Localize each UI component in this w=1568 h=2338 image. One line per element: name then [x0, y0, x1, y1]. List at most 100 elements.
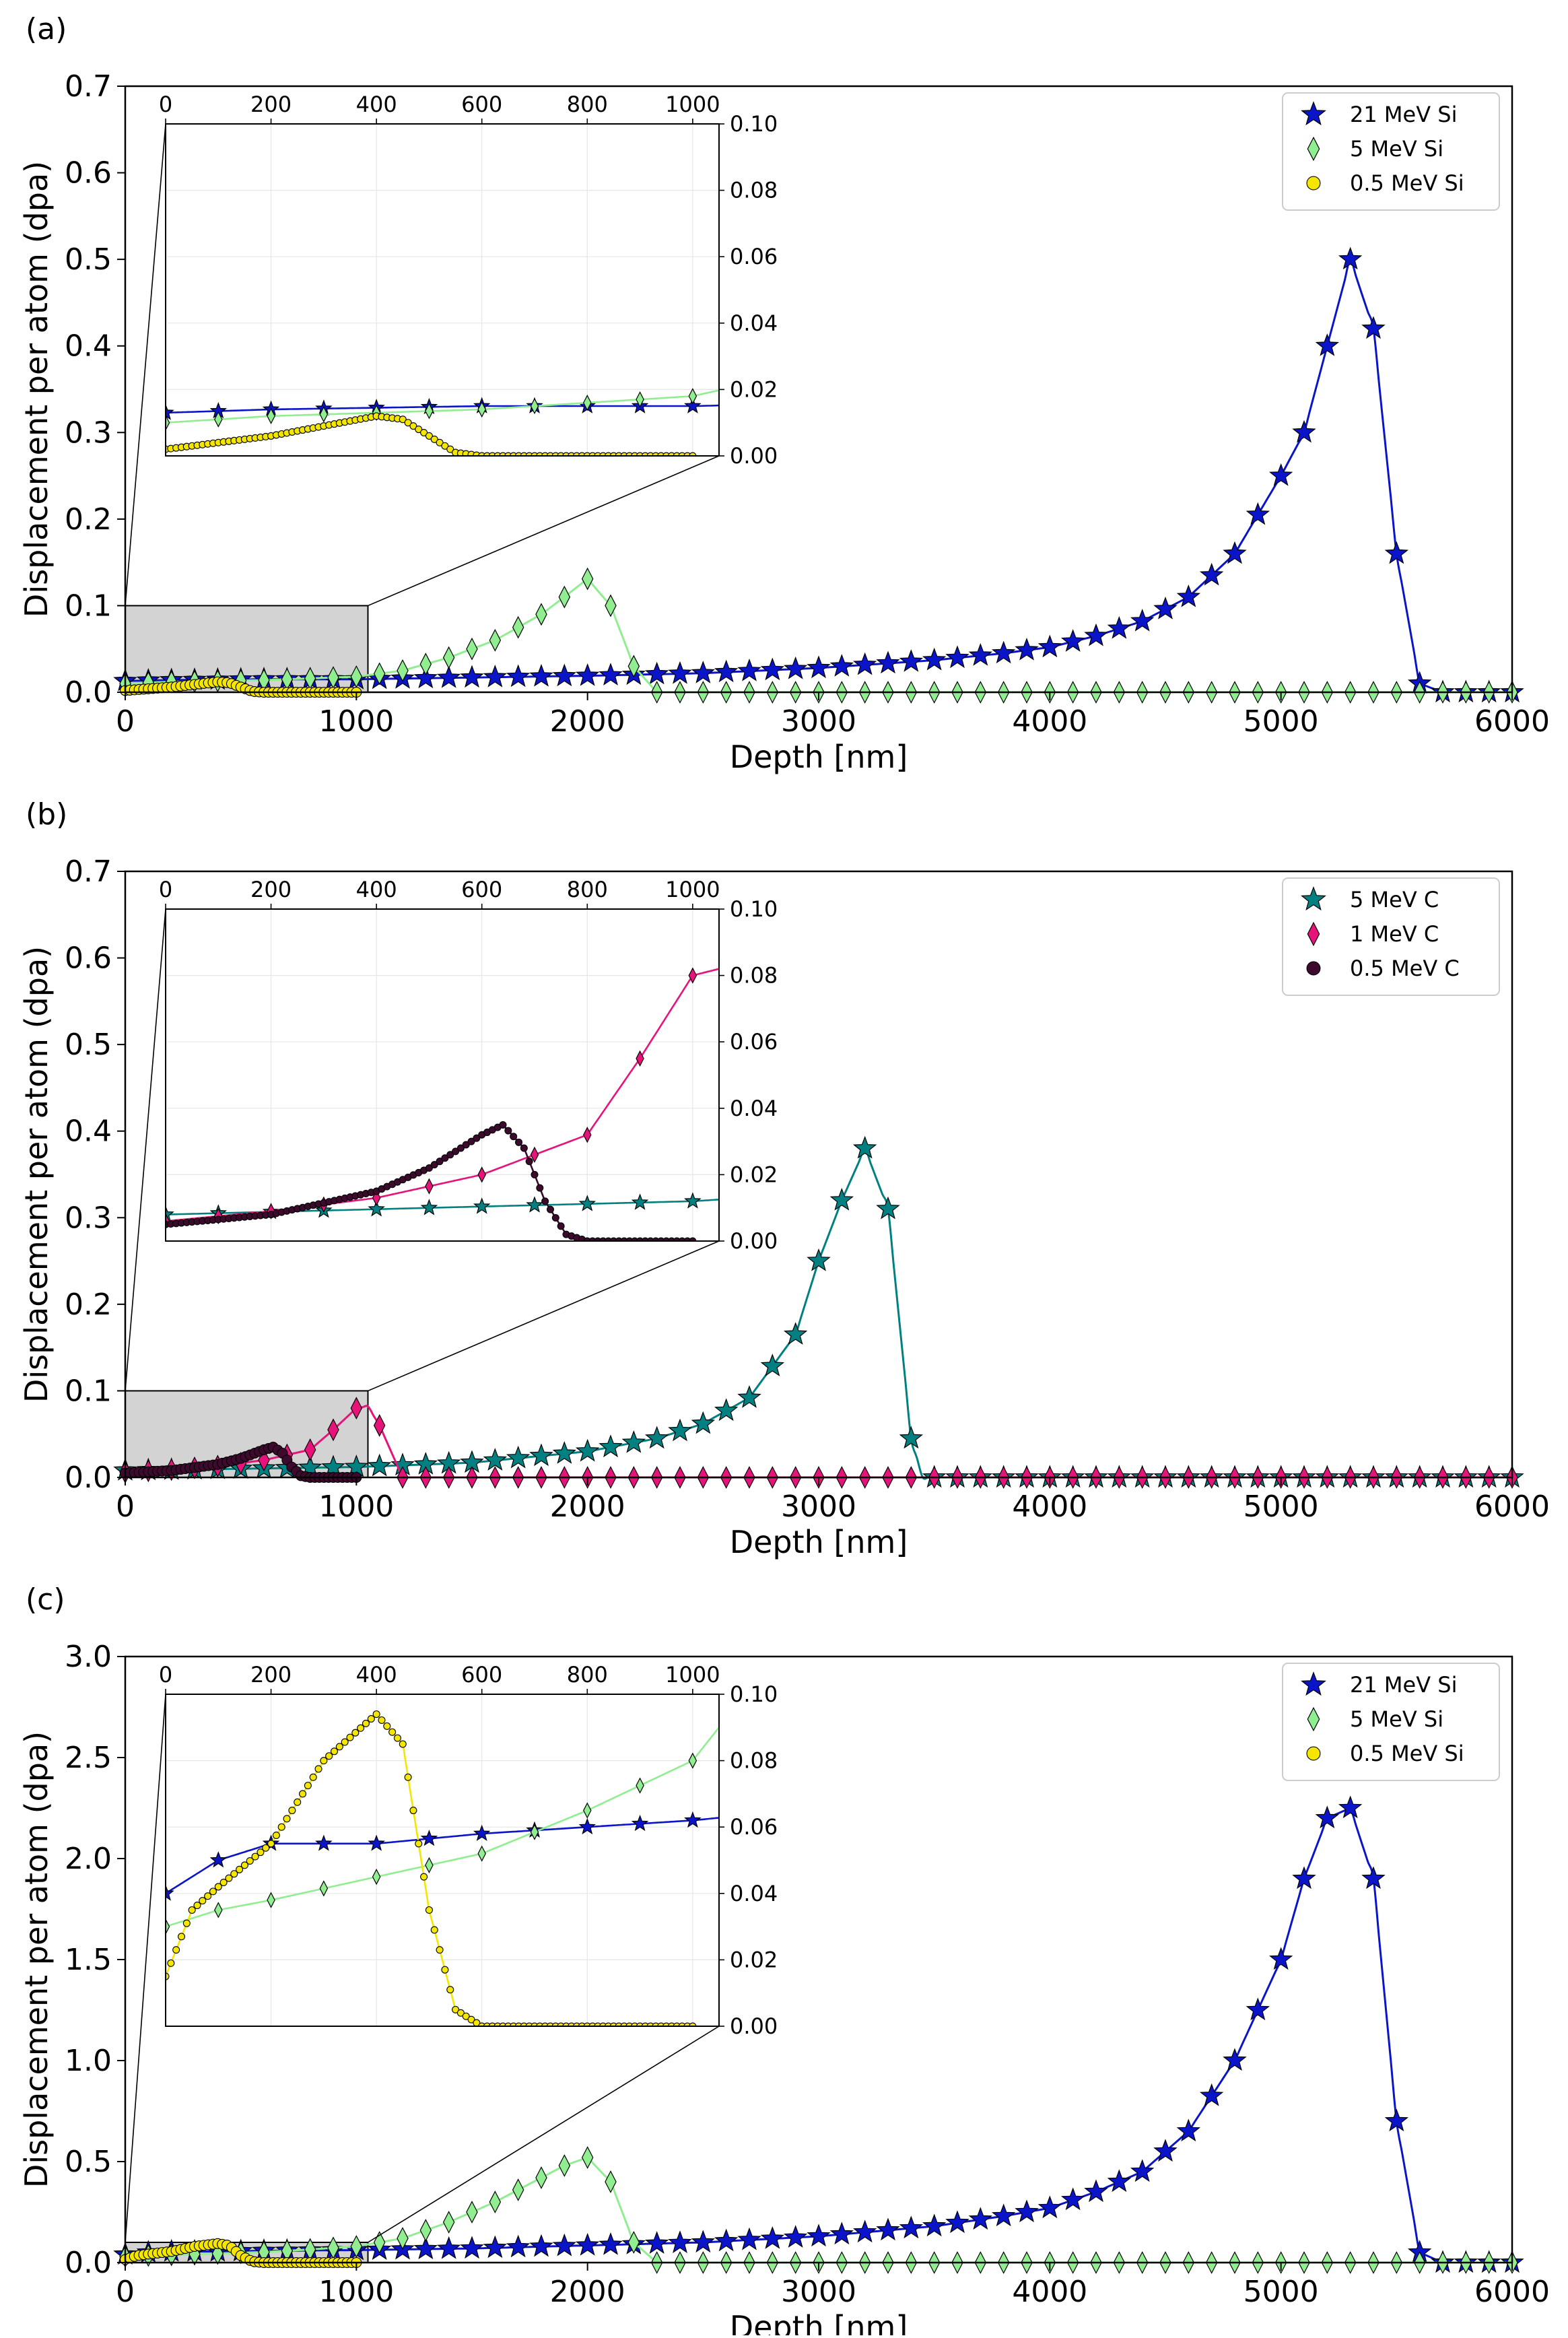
inset-axes: 0 200 400 600 800 1000 0.00 0.02 0.04 0.06 0.08 0.1…: [125, 1662, 778, 2243]
circle-marker: [425, 1906, 433, 1914]
x-axis-label: Depth [nm]: [730, 739, 908, 775]
circle-marker: [1306, 176, 1321, 191]
diamond-marker: [530, 1824, 539, 1840]
diamond-marker: [214, 411, 223, 428]
x-tick-label: 1000: [318, 704, 394, 739]
circle-marker: [404, 419, 412, 427]
star-marker: [829, 654, 854, 677]
zoom-connector: [125, 123, 166, 606]
inset-y-tick-label: 0.02: [730, 1162, 778, 1187]
inset-x-tick-label: 1000: [665, 877, 720, 902]
legend: 21 MeV Si 5 MeV Si 0.5 MeV Si: [1282, 1663, 1500, 1781]
star-marker: [684, 397, 702, 413]
circle-marker: [546, 1205, 554, 1213]
circle-marker: [251, 1852, 259, 1861]
x-tick-label: 5000: [1243, 1490, 1319, 1524]
star-marker: [578, 1817, 596, 1835]
circle-marker: [362, 1719, 370, 1727]
star-marker: [1384, 2108, 1409, 2132]
star-marker: [413, 665, 438, 689]
x-tick-label: 5000: [1243, 704, 1319, 739]
inset-y-tick-label: 0.08: [730, 963, 778, 989]
circle-marker: [404, 1773, 412, 1781]
diamond-marker: [558, 2154, 571, 2177]
legend-entry-label: 21 MeV Si: [1350, 102, 1457, 127]
diamond-marker: [583, 1127, 592, 1143]
x-tick-label: 6000: [1474, 1490, 1550, 1524]
legend-entry-label: 5 MeV Si: [1350, 136, 1443, 162]
x-tick-label: 4000: [1012, 704, 1087, 739]
circle-marker: [1306, 961, 1321, 976]
star-marker: [575, 663, 600, 686]
circle-marker: [446, 1151, 454, 1159]
diamond-marker: [442, 2211, 455, 2234]
star-marker: [1246, 1997, 1270, 2021]
star-marker: [1292, 420, 1316, 443]
circle-marker: [283, 1815, 291, 1823]
star-marker: [644, 661, 669, 685]
inset-series-5-mev-si: [166, 388, 719, 431]
circle-marker: [299, 1790, 307, 1798]
circle-marker: [499, 1121, 507, 1129]
star-marker: [1015, 2199, 1039, 2223]
x-axis-label: Depth [nm]: [730, 2309, 908, 2335]
circle-marker: [399, 1740, 407, 1748]
circle-marker: [441, 1966, 449, 1974]
star-marker: [575, 2232, 600, 2256]
y-tick-label: 2.5: [65, 1741, 112, 1775]
star-marker: [420, 1199, 438, 1215]
star-marker: [460, 2236, 484, 2259]
star-marker: [1338, 1795, 1363, 1819]
diamond-marker: [397, 659, 409, 682]
star-marker: [1084, 623, 1108, 646]
star-marker: [1084, 2179, 1108, 2203]
star-marker: [922, 647, 947, 671]
diamond-marker: [466, 637, 478, 661]
circle-marker: [172, 1946, 180, 1954]
x-tick-label: 3000: [781, 2275, 856, 2309]
circle-marker: [467, 2015, 475, 2024]
diamond-marker: [214, 1902, 223, 1918]
star-marker: [473, 1824, 491, 1841]
y-tick-label: 0.2: [65, 502, 112, 537]
diamond-marker: [535, 603, 547, 626]
circle-marker: [240, 1861, 248, 1869]
star-marker: [506, 664, 531, 688]
star-marker: [684, 1811, 702, 1828]
star-marker: [876, 2217, 900, 2241]
y-tick-label: 0.5: [65, 242, 112, 277]
star-marker: [578, 1195, 596, 1211]
diamond-marker: [477, 1845, 486, 1862]
star-marker: [1315, 333, 1340, 356]
diamond-marker: [530, 397, 539, 415]
circle-marker: [525, 1158, 533, 1166]
star-marker: [899, 2215, 924, 2239]
circle-marker: [236, 1865, 244, 1873]
star-marker: [506, 1445, 531, 1469]
x-tick-label: 4000: [1012, 2275, 1087, 2309]
inset-x-tick-label: 1000: [665, 1662, 720, 1688]
circle-marker: [367, 1714, 375, 1723]
x-tick-label: 2000: [550, 704, 625, 739]
circle-marker: [436, 438, 444, 446]
circle-marker: [383, 1722, 391, 1730]
y-tick-label: 0.3: [65, 1201, 112, 1235]
diamond-marker: [530, 1146, 539, 1163]
diamond-marker: [373, 662, 386, 686]
star-marker: [668, 661, 692, 684]
circle-marker: [230, 1870, 238, 1878]
star-marker: [552, 1441, 577, 1464]
circle-marker: [441, 442, 449, 450]
diamond-marker: [688, 967, 697, 984]
diamond-marker: [489, 628, 502, 652]
star-marker: [807, 2224, 831, 2247]
star-marker: [529, 1443, 553, 1467]
circle-marker: [335, 1743, 343, 1751]
circle-marker: [167, 1959, 175, 1967]
circle-marker: [536, 1184, 544, 1192]
circle-marker: [515, 1138, 523, 1146]
inset-y-tick-label: 0.00: [730, 1228, 778, 1254]
y-tick-label: 0.0: [65, 2246, 112, 2280]
circle-marker: [415, 1840, 423, 1848]
star-marker: [1246, 502, 1270, 525]
